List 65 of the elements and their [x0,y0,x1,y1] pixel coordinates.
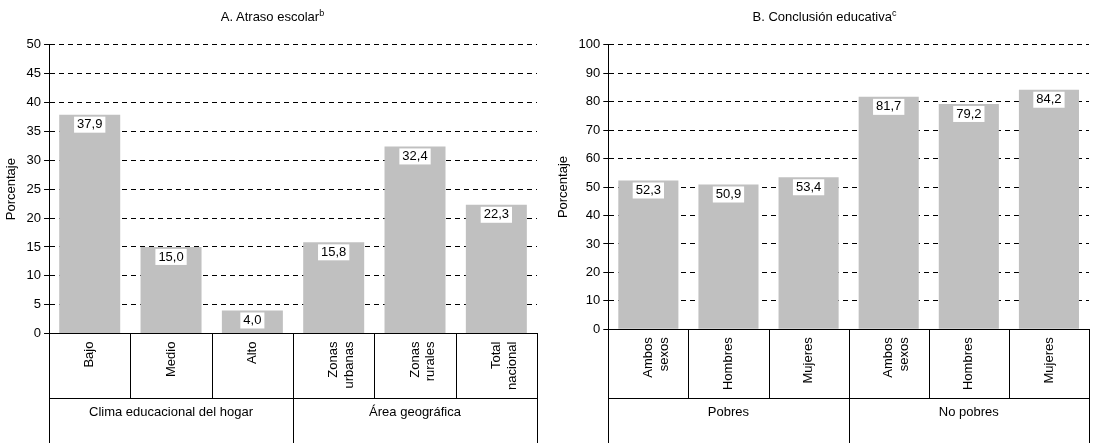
y-tick-label: 60 [585,150,601,166]
bar [1018,89,1079,329]
chart-title: A. Atraso escolar$^{b}$ [219,8,326,25]
x-tick-label: Ambos sexos [639,336,671,378]
x-tick-label: Mujeres [800,336,816,384]
y-tick-label: 20 [585,263,601,279]
y-axis-title: Porcentaje [3,158,19,221]
x-tick-label: Total nacional [487,341,519,391]
x-tick-label: Hombres [720,336,736,391]
y-tick-label: 5 [33,296,42,312]
y-axis-title: Porcentaje [555,155,571,219]
data-label: 37,9 [77,116,103,132]
y-tick-label: 70 [585,121,601,137]
y-tick-label: 25 [26,180,42,196]
text: Área geográfica [369,404,462,420]
y-tick-label: 30 [585,235,601,251]
y-tick-label: 35 [26,123,42,139]
data-label: 84,2 [1036,91,1062,107]
bar [698,184,759,329]
x-tick-label: Bajo [81,341,97,368]
bar [140,246,202,334]
y-tick-label: 30 [26,151,42,167]
x-tick-label: Zonas urbanas [325,341,356,389]
data-label: 53,4 [795,178,822,194]
bar [778,177,839,329]
bar [384,146,446,334]
data-label: 52,3 [635,182,662,198]
data-label: 22,3 [483,206,509,222]
y-tick-label: 90 [585,64,601,80]
y-tick-label: 0 [33,325,42,341]
y-tick-label: 0 [593,320,601,336]
bar [858,96,919,329]
y-tick-label: 40 [26,94,42,110]
y-tick-label: 15 [26,238,42,254]
data-label: 79,2 [956,105,982,121]
x-tick-label: Ambos sexos [880,336,911,378]
x-tick-label: Zonas rurales [406,341,438,382]
data-label: 81,7 [876,98,902,114]
y-tick-label: 40 [585,207,601,223]
bar [938,103,999,329]
x-tick-label: Mujeres [1040,336,1056,384]
bar [59,114,121,334]
text: Pobres [707,404,750,420]
bar [618,180,679,329]
x-tick-label: Alto [243,341,259,364]
data-label: 15,8 [321,243,347,259]
text: Clima educacional del hogar [89,404,254,420]
bar [303,242,365,334]
y-tick-label: 45 [26,65,42,81]
data-label: 32,4 [402,148,428,164]
y-tick-label: 10 [585,292,601,308]
y-tick-label: 50 [26,36,42,52]
bar [465,204,527,334]
data-label: 4,0 [243,312,262,328]
y-tick-label: 80 [585,93,601,109]
x-tick-label: Medio [162,341,178,377]
y-tick-label: 50 [585,178,601,194]
chart-title: B. Conclusión educativa$^{c}$ [751,8,898,25]
data-label: 15,0 [158,248,184,264]
y-tick-label: 20 [26,209,42,225]
data-label: 50,9 [715,186,742,202]
text: No pobres [938,404,1000,420]
y-tick-label: 100 [578,36,601,52]
x-tick-label: Hombres [960,336,976,391]
y-tick-label: 10 [26,267,42,283]
